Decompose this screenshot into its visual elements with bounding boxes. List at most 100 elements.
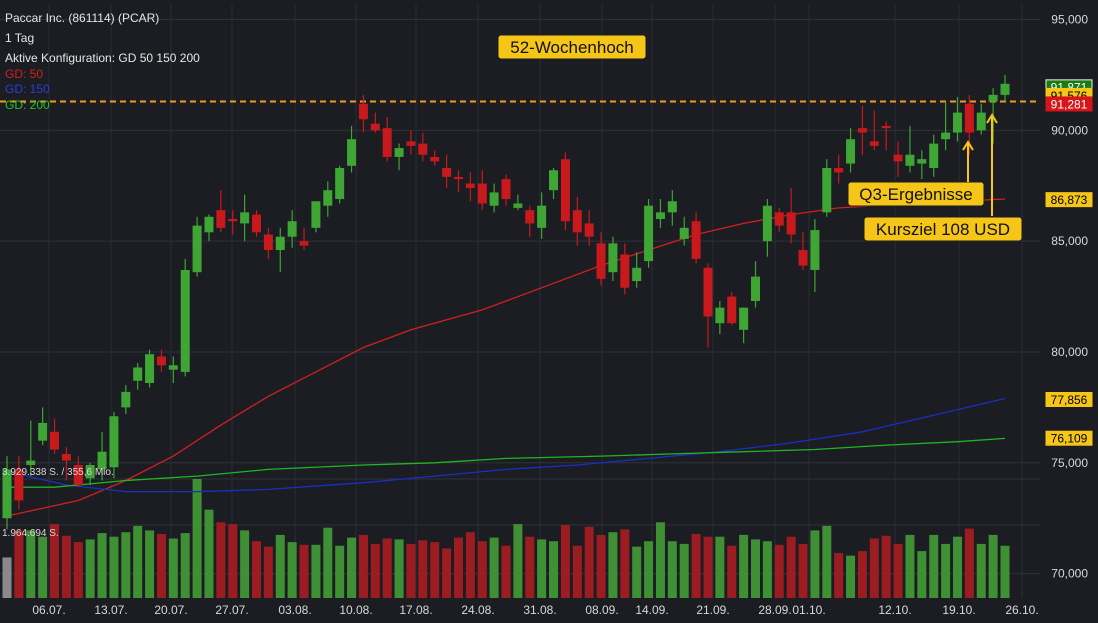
candle <box>228 210 238 235</box>
volume-bar <box>549 541 559 598</box>
candle-body <box>679 227 689 239</box>
volume-bar <box>881 535 891 598</box>
candle <box>358 94 368 133</box>
x-tick-label: 28.09. <box>758 603 791 617</box>
candle-body <box>929 143 939 169</box>
candle-body <box>97 451 107 470</box>
candle <box>121 385 131 415</box>
volume-bar <box>216 522 226 598</box>
candle-body <box>26 460 36 466</box>
candle-body <box>228 218 238 222</box>
candle-body <box>964 103 974 133</box>
volume-bar <box>2 557 12 598</box>
candle-body <box>881 125 891 129</box>
candle-body <box>418 143 428 155</box>
candle-body <box>655 212 665 219</box>
up-arrow-icon <box>986 113 998 216</box>
x-tick-label: 08.09. <box>585 603 618 617</box>
candle <box>929 134 939 177</box>
volume-bar <box>430 542 440 598</box>
volume-bar <box>584 526 594 598</box>
volume-bar <box>727 545 737 598</box>
candle <box>762 199 772 257</box>
candle-body <box>869 141 879 146</box>
candle <box>584 210 594 246</box>
candle-body <box>14 469 24 501</box>
volume-bar <box>988 534 998 598</box>
volume-bar <box>382 538 392 598</box>
y-tick-label: 85,000 <box>1051 234 1088 248</box>
candle-body <box>941 132 951 140</box>
volume-bar <box>632 546 642 598</box>
volume-bar <box>667 541 677 598</box>
candle <box>465 172 475 202</box>
candle-body <box>216 210 226 228</box>
volume-bar <box>501 545 511 598</box>
price-badge-box <box>1045 192 1093 208</box>
candle <box>109 411 119 479</box>
candle <box>632 252 642 288</box>
candle-body <box>762 205 772 242</box>
candle <box>418 132 428 162</box>
candle <box>275 227 285 273</box>
price-badge: 76,109 <box>1045 430 1093 446</box>
y-tick-label: 90,000 <box>1051 123 1088 137</box>
x-tick-label: 20.07. <box>154 603 187 617</box>
x-tick-label: 14.09. <box>635 603 668 617</box>
volume-bar <box>133 525 143 598</box>
candle <box>703 263 713 348</box>
candle <box>881 121 891 151</box>
candle-body <box>240 212 250 224</box>
candle <box>347 125 357 173</box>
candle <box>335 165 345 204</box>
candle-body <box>133 367 143 381</box>
candle-body <box>156 356 166 366</box>
volume-bar <box>61 535 71 598</box>
candle <box>549 168 559 200</box>
volume-bar <box>976 543 986 598</box>
candle-body <box>192 225 202 273</box>
volume-bar <box>846 555 856 598</box>
candle <box>798 232 808 270</box>
volume-bar <box>691 533 701 598</box>
candle <box>525 205 535 237</box>
x-tick-label: 01.10. <box>792 603 825 617</box>
ma50-label: GD: 50 <box>5 67 44 81</box>
volume-bar <box>774 544 784 598</box>
candle-body <box>572 210 582 233</box>
candle <box>299 227 309 251</box>
candle-body <box>121 391 131 408</box>
candle <box>180 258 190 377</box>
x-tick-label: 31.08. <box>523 603 556 617</box>
candle <box>2 456 12 530</box>
volume-bar <box>252 541 261 598</box>
candle <box>133 363 143 390</box>
x-axis: 06.07. 13.07. 20.07. 27.07. 03.08. 10.08. 17.0… <box>32 603 1038 617</box>
candle-body <box>2 469 12 519</box>
x-tick-label: 06.07. <box>32 603 65 617</box>
x-tick-label: 19.10. <box>942 603 975 617</box>
candle <box>893 141 903 177</box>
volume-bar <box>822 525 832 598</box>
price-badge-value: 76,109 <box>1051 432 1088 446</box>
candles <box>2 74 1010 530</box>
volume-bar <box>204 509 214 598</box>
candle <box>61 447 71 481</box>
volume-bar <box>679 543 689 598</box>
candle-body <box>525 210 535 224</box>
candle <box>156 349 166 372</box>
volume-bar <box>810 530 820 598</box>
candle-body <box>347 139 357 166</box>
ma50-line <box>6 198 1006 517</box>
candle <box>14 456 24 510</box>
candle <box>905 125 915 173</box>
volume-bar <box>655 522 665 598</box>
candle-body <box>1000 83 1010 95</box>
candle-body <box>382 128 392 157</box>
volume-bar <box>477 541 487 598</box>
volume-bar <box>347 537 357 598</box>
annotation-box: Q3-Ergebnisse <box>847 181 985 207</box>
candle <box>97 431 107 481</box>
candle <box>513 194 523 211</box>
